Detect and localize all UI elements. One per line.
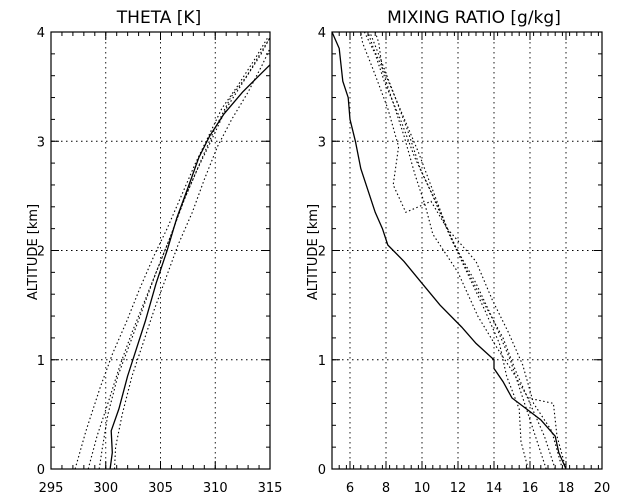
series-line-dotted — [98, 37, 271, 470]
y-tick-label: 2 — [37, 245, 45, 260]
series-line-solid — [331, 31, 567, 470]
y-tick-label: 3 — [318, 135, 326, 150]
y-tick-label: 1 — [318, 354, 326, 369]
y-axis-label: ALTITUDE [km] — [306, 204, 321, 300]
series-line-dotted — [87, 37, 271, 470]
x-tick-label: 14 — [486, 481, 503, 496]
series-line-dotted — [363, 31, 529, 470]
x-tick-label: 10 — [414, 481, 431, 496]
plot-frame — [50, 31, 271, 470]
y-tick-label: 0 — [37, 463, 45, 478]
series-line-dotted — [374, 31, 567, 470]
y-tick-label: 4 — [318, 26, 326, 41]
x-tick-label: 300 — [93, 481, 118, 496]
chart-title: THETA [K] — [116, 8, 201, 28]
series-line-dotted — [74, 37, 269, 470]
x-tick-label: 16 — [522, 481, 539, 496]
series-line-dotted — [360, 31, 563, 470]
x-tick-label: 310 — [203, 481, 228, 496]
x-tick-label: 315 — [258, 481, 283, 496]
panel-theta: THETA [K] ALTITUDE [km] 295 300 305 310 315 0… — [26, 8, 282, 496]
y-axis-label: ALTITUDE [km] — [26, 204, 41, 300]
x-tick-label: 6 — [346, 481, 354, 496]
x-tick-label: 305 — [148, 481, 173, 496]
x-tick-label: 295 — [39, 481, 64, 496]
panel-mixing-ratio: MIXING RATIO [g/kg] ALTITUDE [km] 6 8 10 12… — [306, 8, 610, 496]
x-tick-label: 8 — [382, 481, 390, 496]
y-tick-label: 0 — [318, 463, 326, 478]
y-tick-label: 3 — [37, 135, 45, 150]
series-line-dotted — [367, 31, 556, 470]
series-line-dotted — [113, 48, 271, 470]
y-tick-label: 4 — [37, 26, 45, 41]
y-tick-label: 1 — [37, 354, 45, 369]
x-tick-label: 20 — [594, 481, 611, 496]
plot-frame — [331, 31, 603, 470]
chart-title: MIXING RATIO [g/kg] — [387, 8, 561, 28]
x-tick-label: 18 — [558, 481, 575, 496]
series-line-solid — [109, 64, 271, 470]
y-tick-label: 2 — [318, 245, 326, 260]
x-tick-label: 12 — [450, 481, 467, 496]
